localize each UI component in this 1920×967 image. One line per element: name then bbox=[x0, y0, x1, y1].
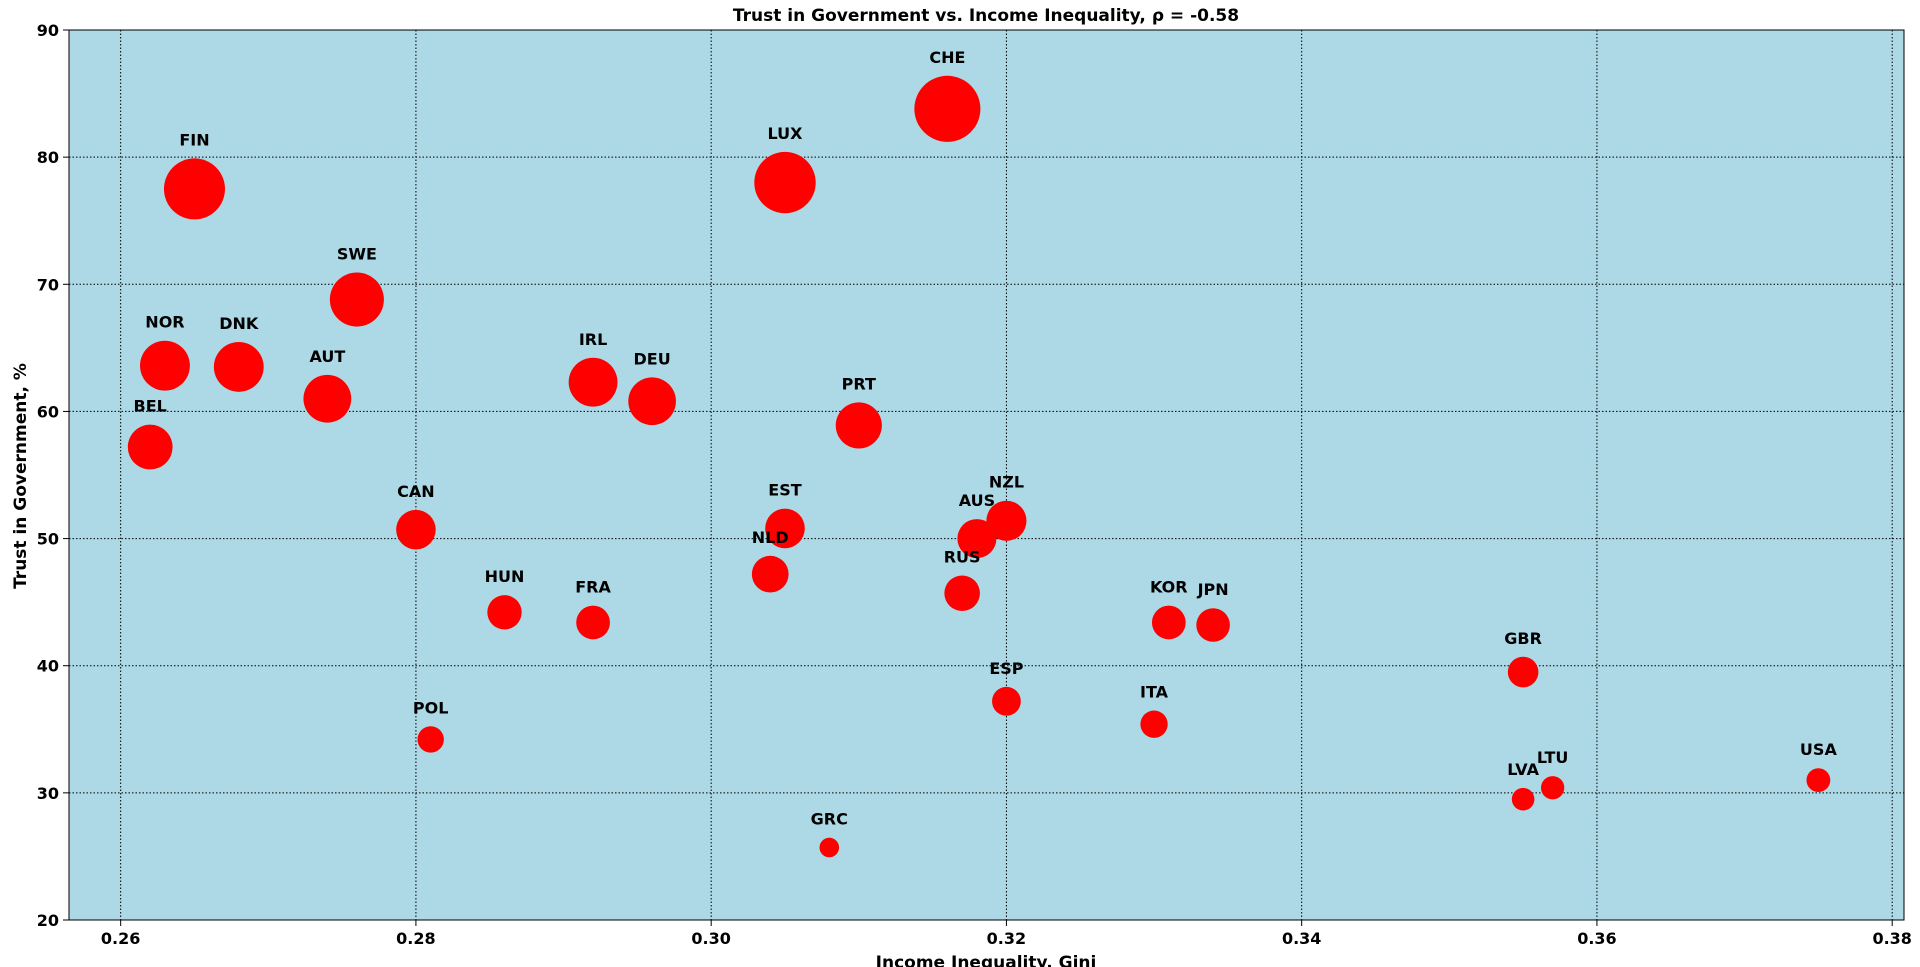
point-label-gbr: GBR bbox=[1504, 629, 1542, 648]
data-point-esp bbox=[992, 686, 1021, 716]
point-label-prt: PRT bbox=[842, 374, 876, 393]
data-point-est bbox=[765, 508, 805, 549]
chart-title: Trust in Government vs. Income Inequalit… bbox=[733, 6, 1239, 26]
point-label-rus: RUS bbox=[944, 547, 981, 566]
x-tick-label: 0.32 bbox=[987, 929, 1026, 948]
x-tick-label: 0.36 bbox=[1577, 929, 1616, 948]
data-point-gbr bbox=[1507, 656, 1539, 688]
y-tick-label: 80 bbox=[37, 148, 59, 167]
point-label-aus: AUS bbox=[959, 491, 995, 510]
point-label-nzl: NZL bbox=[989, 473, 1024, 492]
point-label-lva: LVA bbox=[1507, 760, 1539, 779]
data-point-jpn bbox=[1196, 608, 1230, 642]
x-tick-label: 0.34 bbox=[1282, 929, 1321, 948]
point-label-est: EST bbox=[768, 481, 801, 500]
point-label-nor: NOR bbox=[145, 313, 184, 332]
data-point-usa bbox=[1806, 768, 1831, 793]
y-tick-label: 40 bbox=[37, 657, 59, 676]
data-point-aut bbox=[303, 374, 352, 423]
y-tick-label: 90 bbox=[37, 21, 59, 40]
data-point-grc bbox=[819, 837, 840, 858]
data-point-lux bbox=[754, 151, 816, 214]
data-point-kor bbox=[1151, 605, 1186, 640]
x-tick-label: 0.30 bbox=[691, 929, 730, 948]
data-point-fra bbox=[576, 605, 610, 640]
point-label-ita: ITA bbox=[1140, 683, 1169, 702]
x-tick-label: 0.26 bbox=[101, 929, 140, 948]
point-label-ltu: LTU bbox=[1537, 748, 1568, 767]
data-point-can bbox=[396, 509, 436, 550]
grid-lines bbox=[69, 29, 1904, 921]
data-point-che bbox=[914, 75, 981, 142]
point-label-che: CHE bbox=[929, 48, 965, 67]
data-point-deu bbox=[628, 377, 676, 426]
x-axis-label: Income Inequality, Gini bbox=[876, 953, 1097, 967]
y-tick-label: 60 bbox=[37, 402, 59, 421]
data-point-swe bbox=[329, 272, 384, 327]
data-point-nzl bbox=[986, 500, 1027, 541]
data-point-ita bbox=[1140, 710, 1168, 738]
point-label-hun: HUN bbox=[485, 567, 525, 586]
y-axis-label: Trust in Government, % bbox=[11, 363, 31, 589]
point-label-irl: IRL bbox=[579, 330, 607, 349]
data-point-ltu bbox=[1540, 776, 1565, 800]
data-point-nor bbox=[140, 340, 190, 391]
data-point-lva bbox=[1511, 787, 1535, 811]
point-label-lux: LUX bbox=[768, 124, 804, 143]
point-label-fin: FIN bbox=[179, 130, 209, 149]
data-point-aus bbox=[957, 519, 997, 559]
point-label-bel: BEL bbox=[134, 397, 167, 416]
y-tick-label: 30 bbox=[37, 784, 59, 803]
data-point-fin bbox=[163, 158, 225, 220]
data-point-prt bbox=[835, 402, 882, 449]
point-label-grc: GRC bbox=[811, 810, 848, 829]
x-tick-label: 0.28 bbox=[396, 929, 435, 948]
point-label-aut: AUT bbox=[309, 347, 345, 366]
point-label-esp: ESP bbox=[989, 659, 1023, 678]
data-point-nld bbox=[751, 555, 789, 593]
point-label-kor: KOR bbox=[1150, 578, 1188, 597]
y-tick-label: 50 bbox=[37, 530, 59, 549]
data-point-irl bbox=[568, 357, 618, 407]
point-label-pol: POL bbox=[413, 698, 449, 717]
data-point-rus bbox=[944, 575, 980, 612]
data-point-dnk bbox=[213, 342, 264, 392]
point-label-jpn: JPN bbox=[1197, 580, 1229, 599]
point-label-fra: FRA bbox=[575, 578, 611, 597]
axes: 0.26 0.28 0.30 0.32 0.34 0.36 0.38 20 30 40 50 60 70… bbox=[37, 21, 1912, 948]
data-point-hun bbox=[487, 595, 522, 630]
point-label-nld: NLD bbox=[752, 528, 789, 547]
plot-area bbox=[68, 29, 1905, 921]
data-point-pol bbox=[417, 726, 444, 753]
point-labels: FIN NOR DNK BEL SWE AUT CAN POL HUN IRL FRA DEU LUX E… bbox=[134, 48, 1838, 829]
point-label-usa: USA bbox=[1800, 740, 1838, 759]
data-points bbox=[127, 75, 1831, 858]
point-label-deu: DEU bbox=[634, 349, 671, 368]
x-tick-label: 0.38 bbox=[1872, 929, 1911, 948]
y-tick-label: 20 bbox=[37, 911, 59, 930]
point-label-swe: SWE bbox=[337, 245, 377, 264]
data-point-bel bbox=[127, 424, 173, 470]
point-label-can: CAN bbox=[397, 482, 435, 501]
point-label-dnk: DNK bbox=[219, 314, 259, 333]
y-tick-label: 70 bbox=[37, 275, 59, 294]
